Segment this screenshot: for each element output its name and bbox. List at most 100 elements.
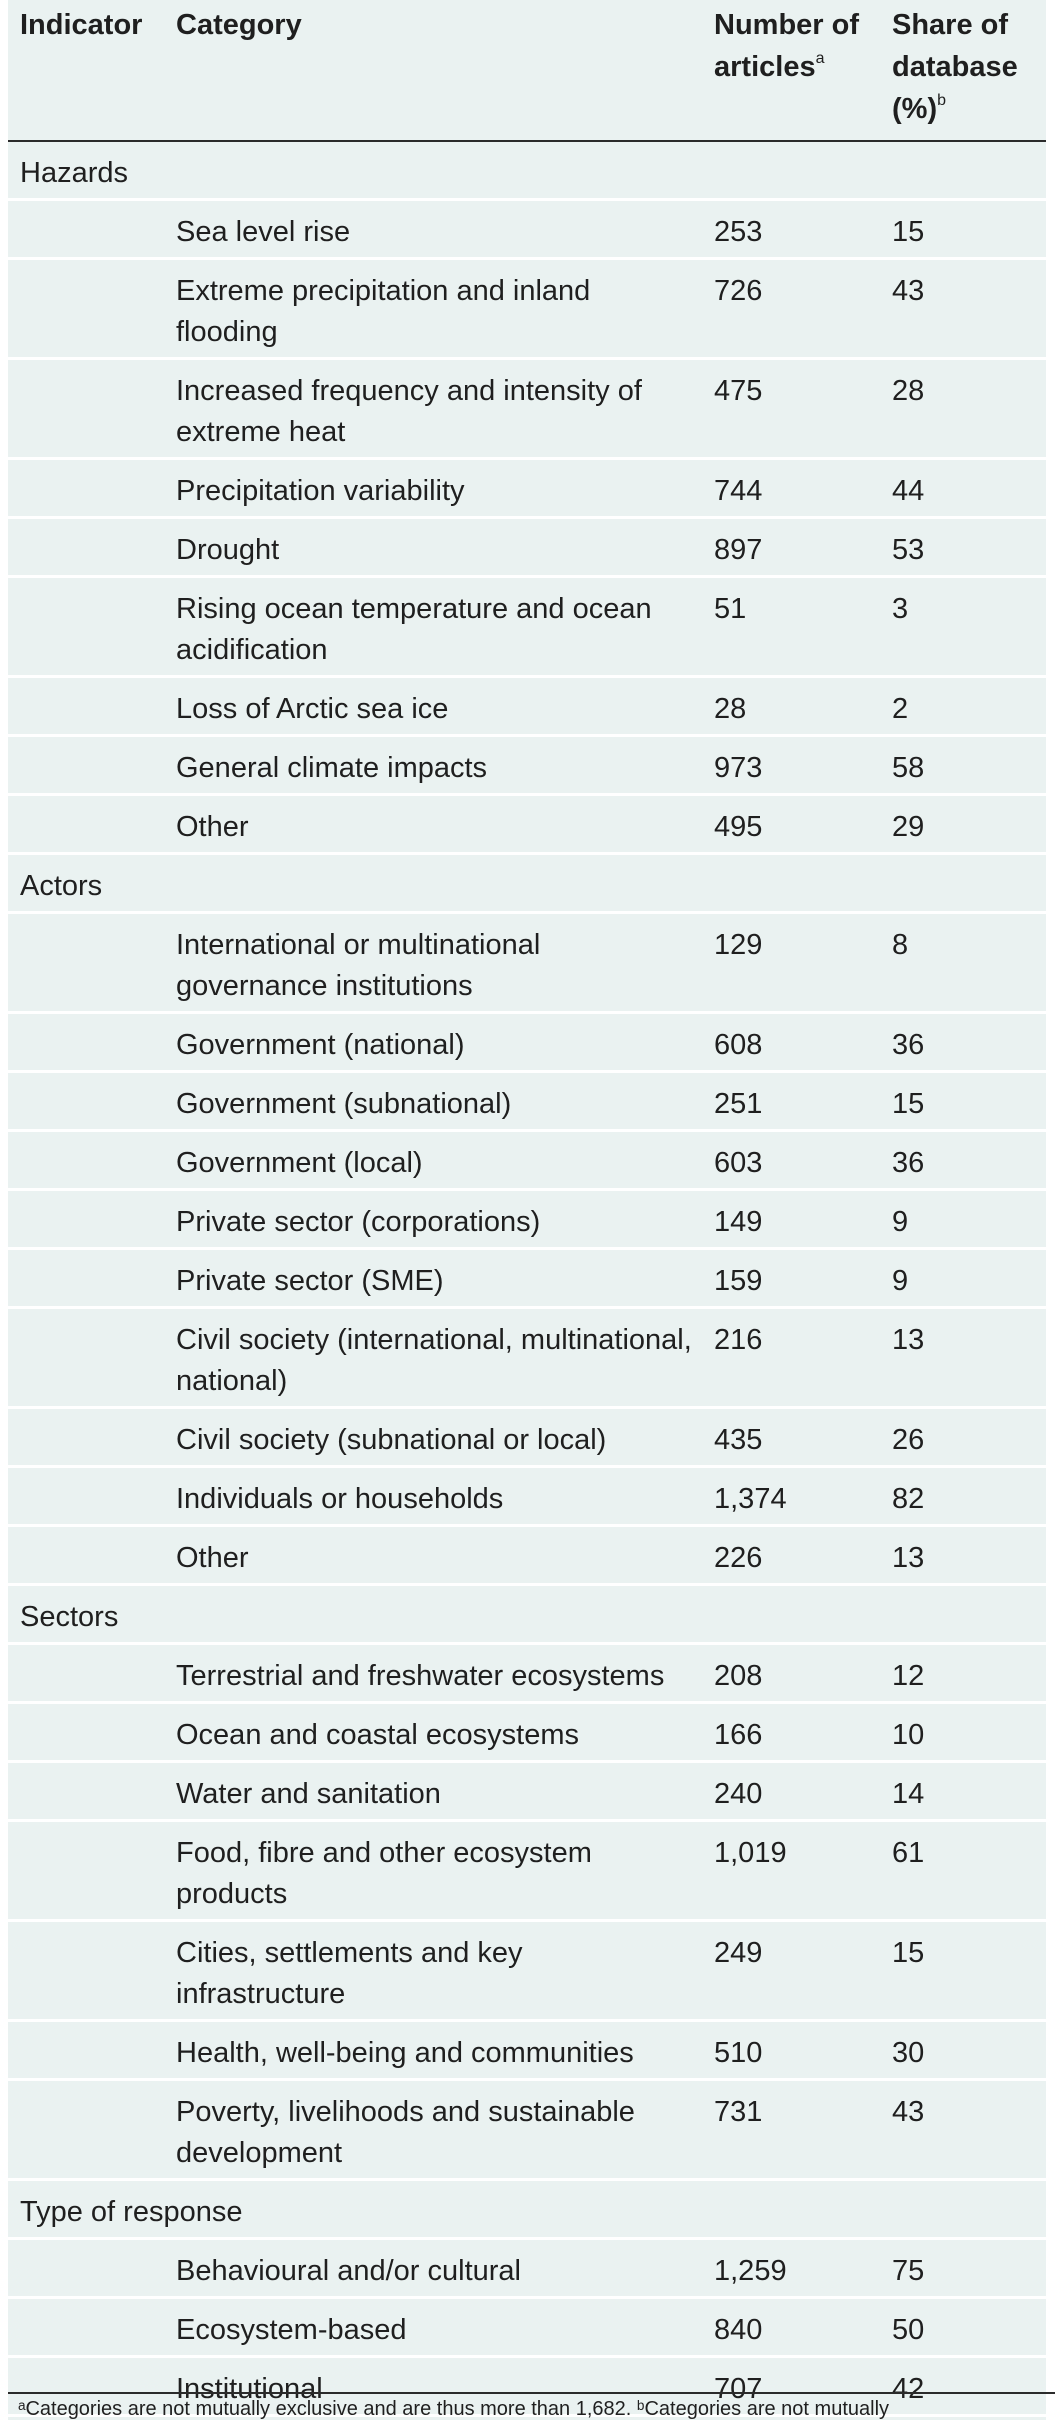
indicator-cell: [8, 1309, 164, 1409]
category-cell: Loss of Arctic sea ice: [164, 678, 702, 737]
indicator-cell: [8, 360, 164, 460]
category-cell: Cities, settlements and key infrastructu…: [164, 1922, 702, 2022]
group-label: Actors: [8, 855, 1046, 914]
table-row: Poverty, livelihoods and sustainable dev…: [8, 2081, 1046, 2181]
category-cell: Precipitation variability: [164, 460, 702, 519]
table-row: Institutional 707 42: [8, 2358, 1046, 2417]
share-cell: 62: [880, 2417, 1046, 2420]
share-cell: 75: [880, 2240, 1046, 2299]
articles-cell: 1,374: [702, 1468, 880, 1527]
category-cell: Ocean and coastal ecosystems: [164, 1704, 702, 1763]
table-row: Behavioural and/or cultural 1,259 75: [8, 2240, 1046, 2299]
category-cell: Sea level rise: [164, 201, 702, 260]
table-row: General climate impacts 973 58: [8, 737, 1046, 796]
indicator-cell: [8, 1250, 164, 1309]
table-row: Civil society (subnational or local) 435 2…: [8, 1409, 1046, 1468]
category-cell: Ecosystem-based: [164, 2299, 702, 2358]
category-cell: Technological and/or infrastructure: [164, 2417, 702, 2420]
articles-cell: 897: [702, 519, 880, 578]
category-cell: Government (local): [164, 1132, 702, 1191]
evidence-table: Indicator Category Number of articlesa S…: [8, 0, 1046, 2420]
category-cell: Rising ocean temperature and ocean acidi…: [164, 578, 702, 678]
category-cell: Private sector (SME): [164, 1250, 702, 1309]
articles-cell: 495: [702, 796, 880, 855]
share-cell: 15: [880, 1073, 1046, 1132]
articles-cell: 1,019: [702, 1822, 880, 1922]
share-cell: 58: [880, 737, 1046, 796]
indicator-cell: [8, 1014, 164, 1073]
indicator-cell: [8, 2240, 164, 2299]
header-number-of-articles: Number of articlesa: [702, 0, 880, 142]
share-cell: 61: [880, 1822, 1046, 1922]
table-row: Private sector (SME) 159 9: [8, 1250, 1046, 1309]
group-row: Hazards: [8, 142, 1046, 201]
articles-cell: 159: [702, 1250, 880, 1309]
indicator-cell: [8, 1073, 164, 1132]
table-footnote: ᵃCategories are not mutually exclusive a…: [8, 2392, 1055, 2420]
indicator-cell: [8, 460, 164, 519]
share-cell: 15: [880, 201, 1046, 260]
articles-cell: 973: [702, 737, 880, 796]
articles-cell: 251: [702, 1073, 880, 1132]
indicator-cell: [8, 519, 164, 578]
footnote-marker-a: a: [815, 50, 825, 67]
indicator-cell: [8, 914, 164, 1014]
table-row: Terrestrial and freshwater ecosystems 208…: [8, 1645, 1046, 1704]
indicator-cell: [8, 1468, 164, 1527]
category-cell: Civil society (international, multinatio…: [164, 1309, 702, 1409]
indicator-cell: [8, 1763, 164, 1822]
category-cell: Water and sanitation: [164, 1763, 702, 1822]
category-cell: Extreme precipitation and inland floodin…: [164, 260, 702, 360]
table-row: Health, well-being and communities 510 30: [8, 2022, 1046, 2081]
indicator-cell: [8, 2417, 164, 2420]
table-row: Cities, settlements and key infrastructu…: [8, 1922, 1046, 2022]
indicator-cell: [8, 2358, 164, 2417]
category-cell: Food, fibre and other ecosystem products: [164, 1822, 702, 1922]
articles-cell: 475: [702, 360, 880, 460]
articles-cell: 608: [702, 1014, 880, 1073]
footnote-marker-b: b: [937, 92, 947, 109]
category-cell: General climate impacts: [164, 737, 702, 796]
table-row: Private sector (corporations) 149 9: [8, 1191, 1046, 1250]
category-cell: Government (subnational): [164, 1073, 702, 1132]
share-cell: 44: [880, 460, 1046, 519]
share-cell: 13: [880, 1527, 1046, 1586]
category-cell: Government (national): [164, 1014, 702, 1073]
table-row: Loss of Arctic sea ice 28 2: [8, 678, 1046, 737]
articles-cell: 149: [702, 1191, 880, 1250]
indicator-cell: [8, 1645, 164, 1704]
articles-cell: 510: [702, 2022, 880, 2081]
share-cell: 8: [880, 914, 1046, 1014]
table-body: Hazards Sea level rise 253 15 Extreme precip…: [8, 142, 1046, 2420]
share-cell: 36: [880, 1132, 1046, 1191]
articles-cell: 603: [702, 1132, 880, 1191]
category-cell: Other: [164, 1527, 702, 1586]
table-header: Indicator Category Number of articlesa S…: [8, 0, 1046, 142]
category-cell: Civil society (subnational or local): [164, 1409, 702, 1468]
table-row: Drought 897 53: [8, 519, 1046, 578]
share-cell: 29: [880, 796, 1046, 855]
table-row: Government (local) 603 36: [8, 1132, 1046, 1191]
indicator-cell: [8, 796, 164, 855]
articles-cell: 253: [702, 201, 880, 260]
indicator-cell: [8, 1527, 164, 1586]
table-row: Water and sanitation 240 14: [8, 1763, 1046, 1822]
table-row: Food, fibre and other ecosystem products…: [8, 1822, 1046, 1922]
articles-cell: 208: [702, 1645, 880, 1704]
category-cell: Terrestrial and freshwater ecosystems: [164, 1645, 702, 1704]
share-cell: 12: [880, 1645, 1046, 1704]
share-cell: 2: [880, 678, 1046, 737]
table-row: Sea level rise 253 15: [8, 201, 1046, 260]
table-row: Other 226 13: [8, 1527, 1046, 1586]
share-cell: 82: [880, 1468, 1046, 1527]
category-cell: Behavioural and/or cultural: [164, 2240, 702, 2299]
category-cell: Health, well-being and communities: [164, 2022, 702, 2081]
indicator-cell: [8, 737, 164, 796]
table-row: Government (national) 608 36: [8, 1014, 1046, 1073]
share-cell: 26: [880, 1409, 1046, 1468]
share-cell: 43: [880, 2081, 1046, 2181]
table-row: Precipitation variability 744 44: [8, 460, 1046, 519]
share-cell: 15: [880, 1922, 1046, 2022]
indicator-cell: [8, 1922, 164, 2022]
